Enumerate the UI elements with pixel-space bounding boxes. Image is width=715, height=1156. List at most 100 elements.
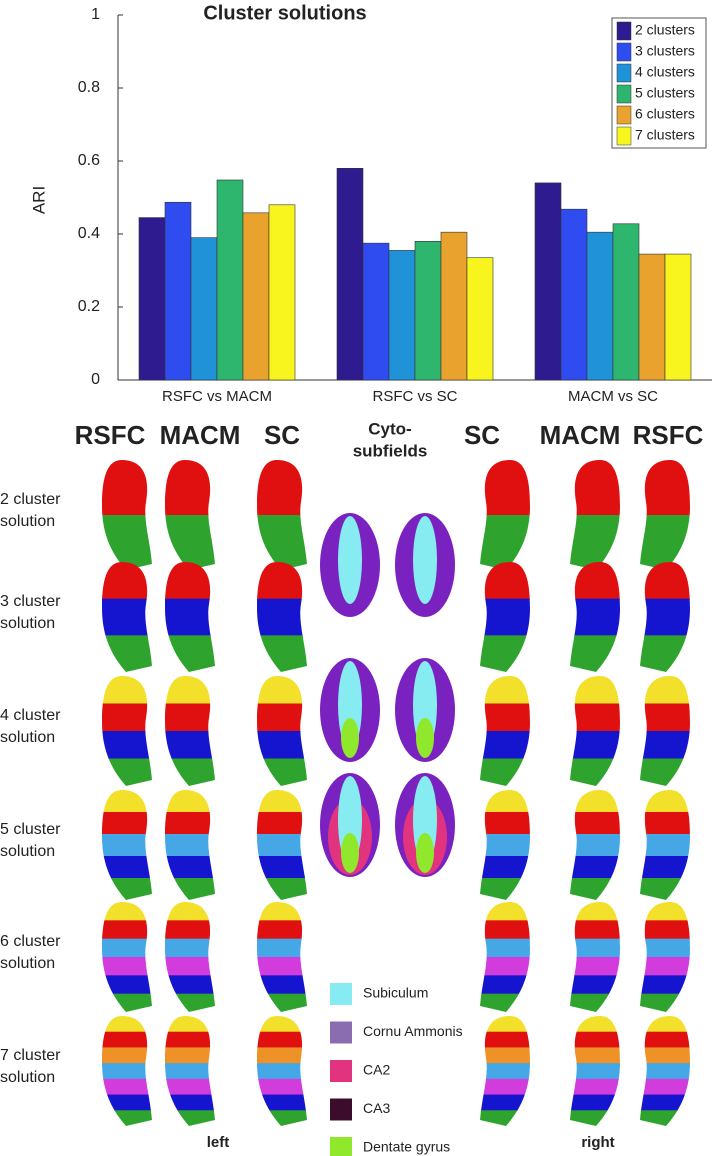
brain-region bbox=[640, 1016, 690, 1033]
brain-region bbox=[102, 993, 152, 1012]
brain-region bbox=[640, 834, 690, 857]
brain-region bbox=[640, 957, 690, 977]
x-tick-label: RSFC vs SC bbox=[372, 388, 457, 405]
legend-label: 5 clusters bbox=[635, 85, 695, 101]
brain-region bbox=[102, 1063, 152, 1080]
brain-region bbox=[257, 878, 307, 900]
y-axis-label: ARI bbox=[29, 186, 48, 214]
brain-region bbox=[257, 856, 307, 879]
brain-region bbox=[257, 731, 307, 760]
row-label: solution bbox=[0, 843, 55, 860]
brain-render bbox=[165, 460, 215, 570]
brain-region bbox=[102, 1078, 152, 1096]
brain-region bbox=[480, 598, 530, 637]
brain-region bbox=[640, 902, 690, 922]
cyto-render bbox=[341, 718, 359, 758]
brain-region bbox=[165, 703, 215, 732]
brain-render bbox=[165, 790, 215, 900]
brain-region bbox=[480, 1016, 530, 1033]
brain-panels: RSFC MACM SC Cyto-subfields SC MACM RSFC 2 clus… bbox=[0, 419, 704, 1156]
brain-region bbox=[102, 1047, 152, 1065]
brain-region bbox=[480, 902, 530, 922]
row-label: 7 cluster bbox=[0, 1047, 61, 1064]
brain-render bbox=[257, 460, 307, 570]
column-header: MACM bbox=[540, 420, 621, 450]
legend-label: 3 clusters bbox=[635, 43, 695, 59]
brain-region bbox=[165, 920, 215, 940]
bar bbox=[388, 250, 416, 381]
brain-region bbox=[257, 790, 307, 813]
brain-region bbox=[165, 902, 215, 922]
y-tick-label: 0.6 bbox=[78, 152, 100, 169]
row-label: solution bbox=[0, 615, 55, 632]
brain-region bbox=[165, 1047, 215, 1065]
brain-region bbox=[480, 993, 530, 1012]
bar bbox=[242, 212, 270, 381]
brain-render bbox=[165, 562, 215, 672]
row-label: solution bbox=[0, 955, 55, 972]
brain-region bbox=[257, 993, 307, 1012]
brain-region bbox=[102, 920, 152, 940]
brain-region bbox=[165, 975, 215, 995]
brain-region bbox=[570, 878, 620, 900]
legend-swatch bbox=[330, 983, 352, 1005]
brain-region bbox=[640, 1031, 690, 1049]
brain-region bbox=[570, 758, 620, 786]
brain-region bbox=[102, 758, 152, 786]
brain-region bbox=[640, 460, 690, 516]
y-tick-label: 0.8 bbox=[78, 79, 100, 96]
brain-render bbox=[480, 1016, 530, 1126]
brain-render bbox=[570, 790, 620, 900]
brain-region bbox=[570, 1078, 620, 1096]
legend-swatch bbox=[330, 1060, 352, 1082]
brain-render bbox=[257, 790, 307, 900]
brain-region bbox=[640, 731, 690, 760]
brain-region bbox=[570, 812, 620, 835]
brain-region bbox=[257, 1078, 307, 1096]
brain-region bbox=[102, 834, 152, 857]
brain-region bbox=[257, 635, 307, 672]
brain-region bbox=[257, 598, 307, 637]
legend-swatch bbox=[616, 105, 632, 125]
brain-region bbox=[480, 703, 530, 732]
row-label: solution bbox=[0, 729, 55, 746]
y-tick-label: 1 bbox=[91, 6, 100, 23]
brain-render bbox=[257, 1016, 307, 1126]
brain-region bbox=[570, 703, 620, 732]
brain-region bbox=[570, 975, 620, 995]
y-tick-label: 0.4 bbox=[78, 225, 100, 242]
chart-title: Cluster solutions bbox=[203, 2, 366, 24]
brain-render bbox=[640, 460, 690, 570]
brain-region bbox=[640, 878, 690, 900]
brain-region bbox=[165, 993, 215, 1012]
brain-region bbox=[640, 703, 690, 732]
cyto-render bbox=[416, 833, 434, 873]
brain-region bbox=[570, 920, 620, 940]
brain-render bbox=[257, 562, 307, 672]
brain-region bbox=[570, 1094, 620, 1112]
brain-render bbox=[480, 676, 530, 786]
brain-region bbox=[257, 975, 307, 995]
legend-swatch bbox=[330, 1098, 352, 1121]
brain-render bbox=[570, 460, 620, 570]
brain-region bbox=[165, 938, 215, 958]
brain-region bbox=[480, 1047, 530, 1065]
legend-label: Cornu Ammonis bbox=[363, 1023, 463, 1039]
brain-region bbox=[480, 878, 530, 900]
brain-region bbox=[570, 562, 620, 600]
brain-region bbox=[480, 635, 530, 672]
brain-region bbox=[102, 902, 152, 922]
row-label: 3 cluster bbox=[0, 593, 61, 610]
brain-region bbox=[257, 703, 307, 732]
brain-region bbox=[102, 790, 152, 813]
brain-render bbox=[165, 902, 215, 1012]
brain-render bbox=[640, 676, 690, 786]
brain-region bbox=[480, 1110, 530, 1126]
brain-render bbox=[165, 676, 215, 786]
x-tick-label: MACM vs SC bbox=[568, 388, 658, 405]
legend-swatch bbox=[616, 126, 632, 146]
brain-render bbox=[570, 1016, 620, 1126]
bar bbox=[164, 201, 192, 381]
row-label: solution bbox=[0, 1069, 55, 1086]
brain-region bbox=[102, 1016, 152, 1033]
